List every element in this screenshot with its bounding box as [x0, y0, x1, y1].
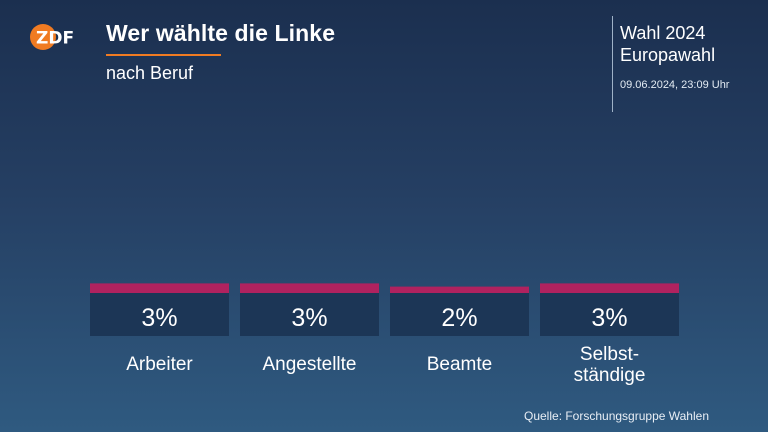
zdf-logo: ZDF [30, 24, 74, 50]
source-note: Quelle: Forschungsgruppe Wahlen [524, 409, 709, 423]
election-label: Wahl 2024 Europawahl [620, 22, 715, 66]
bar-3 [540, 283, 679, 293]
category-label-1: Angestellte [262, 354, 356, 375]
timestamp: 09.06.2024, 23:09 Uhr [620, 79, 730, 91]
value-box-0 [90, 293, 229, 336]
header-divider [612, 16, 613, 112]
category-label-0: Arbeiter [126, 354, 193, 375]
value-box-1 [240, 293, 379, 336]
chart-title: Wer wählte die Linke [106, 20, 336, 46]
bar-1 [240, 283, 379, 293]
category-label-3: Selbst-ständige [574, 344, 646, 386]
title-underline [106, 54, 221, 56]
data-label-2: 2% [441, 304, 477, 332]
election-year: Wahl 2024 [620, 23, 706, 43]
election-type: Europawahl [620, 45, 716, 65]
value-box-3 [540, 293, 679, 336]
category-label-2: Beamte [427, 354, 492, 375]
bar-0 [90, 283, 229, 293]
value-box-2 [390, 293, 529, 336]
data-label-3: 3% [591, 304, 627, 332]
bar-2 [390, 286, 529, 293]
chart-subtitle: nach Beruf [106, 63, 194, 83]
data-label-1: 3% [291, 304, 327, 332]
zdf-logo-text: ZDF [36, 29, 74, 49]
data-label-0: 3% [141, 304, 177, 332]
